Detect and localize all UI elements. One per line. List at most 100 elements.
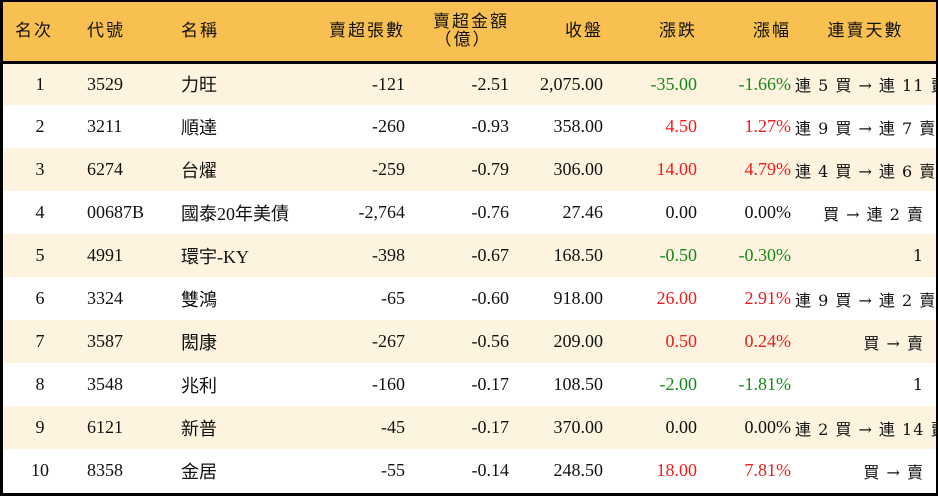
cell-rank: 8 — [35, 374, 45, 394]
cell-net-sell-volume: -160 — [372, 374, 405, 394]
table-row[interactable]: 10 8358 金居 -55 -0.14 248.50 18.00 7.81% … — [3, 449, 936, 492]
cell-change-pct: 0.24% — [744, 331, 792, 351]
cell-name[interactable]: 閎康 — [181, 332, 217, 353]
cell-close: 168.50 — [553, 245, 604, 265]
cell-net-sell-volume: -2,764 — [358, 202, 406, 222]
cell-change: 0.00 — [665, 202, 698, 222]
cell-close: 248.50 — [553, 460, 604, 480]
cell-close: 209.00 — [553, 331, 604, 351]
header-code[interactable]: 代號 — [77, 2, 169, 64]
cell-change: 4.50 — [665, 116, 698, 136]
cell-name[interactable]: 環宇-KY — [181, 246, 249, 267]
cell-streak: 連 5 買 → 連 11 賣 — [795, 76, 938, 96]
cell-rank: 1 — [35, 73, 45, 94]
cell-net-sell-amount: -0.60 — [471, 288, 510, 308]
cell-net-sell-volume: -45 — [381, 417, 405, 437]
cell-code[interactable]: 3548 — [87, 374, 123, 394]
cell-change-pct: 0.00% — [744, 202, 792, 222]
cell-change: 0.00 — [665, 417, 698, 437]
cell-streak: 買 → 連 2 賣 — [823, 204, 924, 224]
cell-net-sell-volume: -121 — [372, 73, 405, 94]
table-row[interactable]: 1 3529 力旺 -121 -2.51 2,075.00 -35.00 -1.… — [3, 62, 938, 105]
cell-change-pct: 2.91% — [744, 288, 792, 308]
cell-name[interactable]: 新普 — [181, 418, 217, 439]
table-header: 名次 代號 名稱 賣超張數 賣超金額 （億） 收盤 漲跌 漲幅 連賣天數 — [3, 2, 936, 64]
header-name[interactable]: 名稱 — [169, 2, 309, 64]
cell-net-sell-volume: -398 — [372, 245, 405, 265]
cell-net-sell-volume: -267 — [372, 331, 405, 351]
table-row[interactable]: 8 3548 兆利 -160 -0.17 108.50 -2.00 -1.81%… — [3, 363, 936, 406]
cell-change: 14.00 — [656, 159, 698, 179]
header-row: 名次 代號 名稱 賣超張數 賣超金額 （億） 收盤 漲跌 漲幅 連賣天數 — [3, 2, 936, 64]
cell-rank: 3 — [35, 159, 45, 179]
cell-change: -2.00 — [659, 374, 698, 394]
cell-change-pct: 1.27% — [744, 116, 792, 136]
table-row[interactable]: 7 3587 閎康 -267 -0.56 209.00 0.50 0.24% 買… — [3, 320, 936, 363]
cell-name[interactable]: 雙鴻 — [181, 289, 217, 310]
cell-name[interactable]: 金居 — [181, 461, 217, 482]
cell-close: 306.00 — [553, 159, 604, 179]
cell-net-sell-volume: -65 — [381, 288, 405, 308]
cell-name[interactable]: 力旺 — [181, 75, 217, 96]
table-row[interactable]: 6 3324 雙鴻 -65 -0.60 918.00 26.00 2.91% 連… — [3, 277, 936, 320]
cell-change-pct: -1.81% — [738, 374, 792, 394]
cell-close: 2,075.00 — [540, 73, 603, 94]
cell-rank: 10 — [31, 460, 49, 480]
table-row[interactable]: 2 3211 順達 -260 -0.93 358.00 4.50 1.27% 連… — [3, 105, 936, 148]
cell-name[interactable]: 台燿 — [181, 160, 217, 181]
cell-change-pct: -1.66% — [738, 73, 792, 94]
cell-code[interactable]: 6274 — [87, 159, 123, 179]
cell-net-sell-amount: -0.17 — [471, 374, 510, 394]
header-close[interactable]: 收盤 — [513, 2, 607, 64]
cell-code[interactable]: 3587 — [87, 331, 123, 351]
cell-close: 358.00 — [553, 116, 604, 136]
cell-rank: 2 — [35, 116, 45, 136]
table-row[interactable]: 3 6274 台燿 -259 -0.79 306.00 14.00 4.79% … — [3, 148, 936, 191]
cell-net-sell-amount: -0.76 — [471, 202, 510, 222]
cell-close: 108.50 — [553, 374, 604, 394]
cell-rank: 4 — [35, 202, 45, 222]
cell-net-sell-amount: -0.93 — [471, 116, 510, 136]
header-net-sell-volume[interactable]: 賣超張數 — [309, 2, 409, 64]
header-change-pct[interactable]: 漲幅 — [701, 2, 795, 64]
table-row[interactable]: 9 6121 新普 -45 -0.17 370.00 0.00 0.00% 連 … — [3, 406, 938, 449]
cell-change: -0.50 — [659, 245, 698, 265]
cell-net-sell-amount: -0.17 — [471, 417, 510, 437]
table-body: 1 3529 力旺 -121 -2.51 2,075.00 -35.00 -1.… — [3, 62, 938, 492]
cell-name[interactable]: 國泰20年美債 — [181, 203, 289, 224]
cell-streak: 買 → 賣 — [863, 333, 924, 353]
table-row[interactable]: 5 4991 環宇-KY -398 -0.67 168.50 -0.50 -0.… — [3, 234, 936, 277]
cell-streak: 連 2 買 → 連 14 賣 — [795, 419, 938, 439]
cell-code[interactable]: 6121 — [87, 417, 123, 437]
header-net-sell-amount[interactable]: 賣超金額 （億） — [409, 2, 513, 64]
cell-code[interactable]: 3324 — [87, 288, 123, 308]
cell-rank: 9 — [35, 417, 45, 437]
header-streak[interactable]: 連賣天數 — [795, 2, 936, 64]
cell-change-pct: 0.00% — [744, 417, 792, 437]
cell-code[interactable]: 3529 — [87, 73, 123, 94]
cell-name[interactable]: 兆利 — [181, 375, 217, 396]
header-net-sell-amount-label: 賣超金額 — [433, 12, 509, 33]
cell-streak: 連 9 買 → 連 7 賣 — [795, 118, 937, 138]
cell-change: 18.00 — [656, 460, 698, 480]
cell-net-sell-amount: -0.67 — [471, 245, 510, 265]
cell-rank: 7 — [35, 331, 45, 351]
cell-streak: 1 — [912, 375, 924, 394]
header-change[interactable]: 漲跌 — [607, 2, 701, 64]
cell-code[interactable]: 3211 — [87, 116, 123, 136]
cell-streak: 連 4 買 → 連 6 賣 — [795, 161, 937, 181]
cell-streak: 連 9 買 → 連 2 賣 — [795, 290, 937, 310]
table-row[interactable]: 4 00687B 國泰20年美債 -2,764 -0.76 27.46 0.00… — [3, 191, 936, 234]
cell-net-sell-volume: -259 — [372, 159, 405, 179]
header-rank[interactable]: 名次 — [3, 2, 77, 64]
cell-code[interactable]: 8358 — [87, 460, 123, 480]
cell-net-sell-amount: -2.51 — [471, 73, 510, 94]
cell-code[interactable]: 00687B — [87, 202, 145, 222]
cell-streak: 買 → 賣 — [863, 462, 924, 482]
cell-change: 0.50 — [665, 331, 698, 351]
cell-close: 27.46 — [562, 202, 604, 222]
cell-code[interactable]: 4991 — [87, 245, 123, 265]
cell-change-pct: 4.79% — [744, 159, 792, 179]
cell-name[interactable]: 順達 — [181, 117, 217, 138]
